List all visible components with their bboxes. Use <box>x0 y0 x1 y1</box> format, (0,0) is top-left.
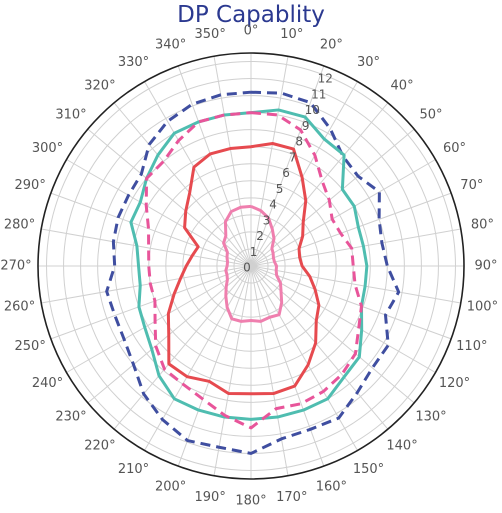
spoke-line <box>250 265 358 451</box>
spoke-line <box>66 265 252 373</box>
radial-tick-label: 8 <box>295 135 303 149</box>
radial-tick-label: 9 <box>302 119 310 133</box>
angle-tick-label: 290° <box>15 178 46 193</box>
radial-tick-label: 12 <box>318 72 333 86</box>
tick-labels: 0° 10°20°30°40°50°60°70°80°90°100°110°120… <box>0 24 498 509</box>
angle-tick-label: 120° <box>439 376 470 391</box>
series-line-3 <box>144 111 363 430</box>
spoke-line <box>250 265 452 340</box>
radial-ring <box>46 61 456 471</box>
radial-ring <box>216 231 286 301</box>
angle-tick-label: 130° <box>415 410 446 425</box>
spoke-line <box>250 265 289 476</box>
spoke-line <box>250 265 461 304</box>
angle-tick-label: 100° <box>467 299 498 314</box>
angle-tick-label: 270° <box>0 259 31 274</box>
angle-tick-label: 90° <box>474 259 497 274</box>
spoke-line <box>177 265 252 467</box>
angle-tick-label: 220° <box>84 439 115 454</box>
spoke-line <box>66 159 252 267</box>
angle-tick-label: 280° <box>4 218 35 233</box>
spoke-line <box>50 265 252 340</box>
radial-ring <box>148 163 354 369</box>
spoke-line <box>177 65 252 267</box>
spoke-line <box>113 102 252 267</box>
angle-tick-label: 320° <box>84 78 115 93</box>
angle-tick-label: 330° <box>118 55 149 70</box>
angle-tick-label: 140° <box>386 439 417 454</box>
series-line-5 <box>222 204 284 323</box>
radial-ring <box>233 248 269 284</box>
radial-tick-label: 0 <box>243 261 251 275</box>
angle-tick-label: 110° <box>456 339 487 354</box>
radial-ring <box>80 95 422 437</box>
radial-ring <box>182 197 320 335</box>
spoke-line <box>213 265 252 476</box>
radial-ring <box>165 180 337 352</box>
radial-tick-label: 4 <box>269 198 277 212</box>
radial-tick-label: 1 <box>250 245 258 259</box>
angle-tick-label: 240° <box>32 376 63 391</box>
angle-tick-label: 150° <box>353 462 384 477</box>
angle-tick-label: 50° <box>419 107 442 122</box>
radial-tick-label: 7 <box>289 150 297 164</box>
spoke-line <box>250 65 325 267</box>
radial-tick-label: 10 <box>305 103 320 117</box>
angle-tick-label: 170° <box>276 490 307 505</box>
chart-title: DP Capablity <box>177 2 325 28</box>
spoke-line <box>41 265 252 304</box>
series-layer <box>105 90 401 455</box>
angle-tick-label: 10° <box>280 27 303 42</box>
outer-frame <box>37 52 465 480</box>
angle-tick-label: 0° <box>244 24 259 39</box>
angle-tick-label: 310° <box>55 107 86 122</box>
polar-grid <box>37 52 465 480</box>
angle-tick-label: 160° <box>316 479 347 494</box>
spoke-line <box>41 228 252 267</box>
radial-tick-label: 3 <box>263 213 271 227</box>
angle-tick-label: 80° <box>471 218 494 233</box>
angle-tick-label: 260° <box>4 299 35 314</box>
angle-tick-label: 180° <box>235 494 266 509</box>
angle-tick-label: 300° <box>32 141 63 156</box>
spoke-line <box>250 81 358 267</box>
angle-tick-label: 230° <box>55 410 86 425</box>
spoke-line <box>250 228 461 267</box>
angle-tick-label: 190° <box>195 490 226 505</box>
angle-tick-label: 200° <box>155 479 186 494</box>
angle-tick-label: 20° <box>320 38 343 53</box>
angle-tick-label: 60° <box>443 141 466 156</box>
spoke-line <box>250 265 325 467</box>
radial-tick-label: 6 <box>282 166 290 180</box>
spoke-line <box>113 265 252 430</box>
radial-ring <box>114 129 388 403</box>
angle-tick-label: 40° <box>391 78 414 93</box>
spoke-line <box>50 192 252 267</box>
spoke-line <box>250 128 415 267</box>
series-line-2 <box>129 108 369 421</box>
angle-tick-label: 340° <box>155 38 186 53</box>
spoke-line <box>250 265 415 404</box>
series-line-4 <box>166 142 321 396</box>
spoke-line <box>213 56 252 267</box>
angle-tick-label: 70° <box>460 178 483 193</box>
series-line-1 <box>105 90 401 455</box>
spoke-line <box>250 159 436 267</box>
angle-tick-label: 250° <box>15 339 46 354</box>
spoke-line <box>250 265 389 430</box>
radial-tick-label: 5 <box>276 182 284 196</box>
spoke-line <box>144 81 252 267</box>
spoke-line <box>250 56 289 267</box>
angle-tick-label: 210° <box>118 462 149 477</box>
spoke-line <box>250 192 452 267</box>
radial-tick-label: 11 <box>311 87 326 101</box>
radial-tick-label: 2 <box>256 229 264 243</box>
angle-tick-label: 30° <box>357 55 380 70</box>
angle-tick-label: 350° <box>195 27 226 42</box>
